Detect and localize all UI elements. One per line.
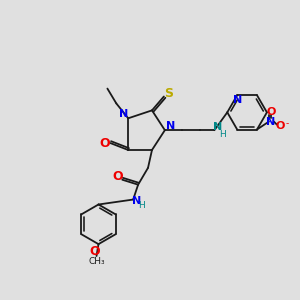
Text: N: N bbox=[166, 121, 176, 131]
Text: H: H bbox=[138, 201, 145, 210]
Text: O: O bbox=[275, 121, 284, 130]
Text: O: O bbox=[99, 136, 110, 150]
Text: N: N bbox=[133, 196, 142, 206]
Text: O: O bbox=[266, 107, 276, 117]
Text: N: N bbox=[266, 117, 275, 127]
Text: N: N bbox=[213, 122, 222, 132]
Text: O: O bbox=[89, 244, 100, 258]
Text: N: N bbox=[232, 95, 242, 105]
Text: O: O bbox=[112, 170, 123, 183]
Text: CH₃: CH₃ bbox=[88, 257, 105, 266]
Text: S: S bbox=[164, 87, 173, 100]
Text: N: N bbox=[118, 109, 128, 119]
Text: H: H bbox=[219, 130, 226, 139]
Text: -: - bbox=[285, 119, 288, 128]
